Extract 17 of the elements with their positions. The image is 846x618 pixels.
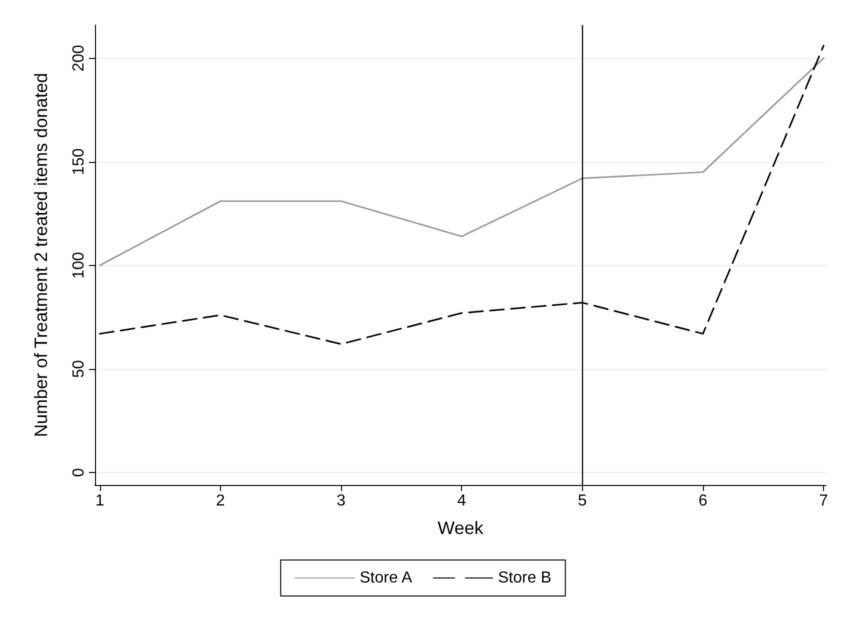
x-tick-label: 7 <box>819 492 828 510</box>
x-tick-label: 1 <box>95 492 104 510</box>
y-tick-label: 0 <box>70 468 88 478</box>
legend-label: Store A <box>360 570 412 586</box>
x-tick-label: 4 <box>457 492 466 510</box>
legend-label: Store B <box>498 570 552 586</box>
x-axis-title: Week <box>438 518 484 538</box>
line-series <box>99 57 824 266</box>
y-tick-label: 100 <box>70 252 88 279</box>
x-tick-label: 6 <box>698 492 708 510</box>
y-axis-title: Number of Treatment 2 treated items donated <box>31 72 51 438</box>
x-tick-label: 2 <box>216 492 225 510</box>
y-tick-label: 200 <box>70 44 88 72</box>
x-tick-label: 5 <box>578 492 587 510</box>
y-tick-label: 50 <box>70 360 88 378</box>
x-tick-label: 3 <box>336 492 346 510</box>
y-tick-label: 150 <box>70 148 88 176</box>
